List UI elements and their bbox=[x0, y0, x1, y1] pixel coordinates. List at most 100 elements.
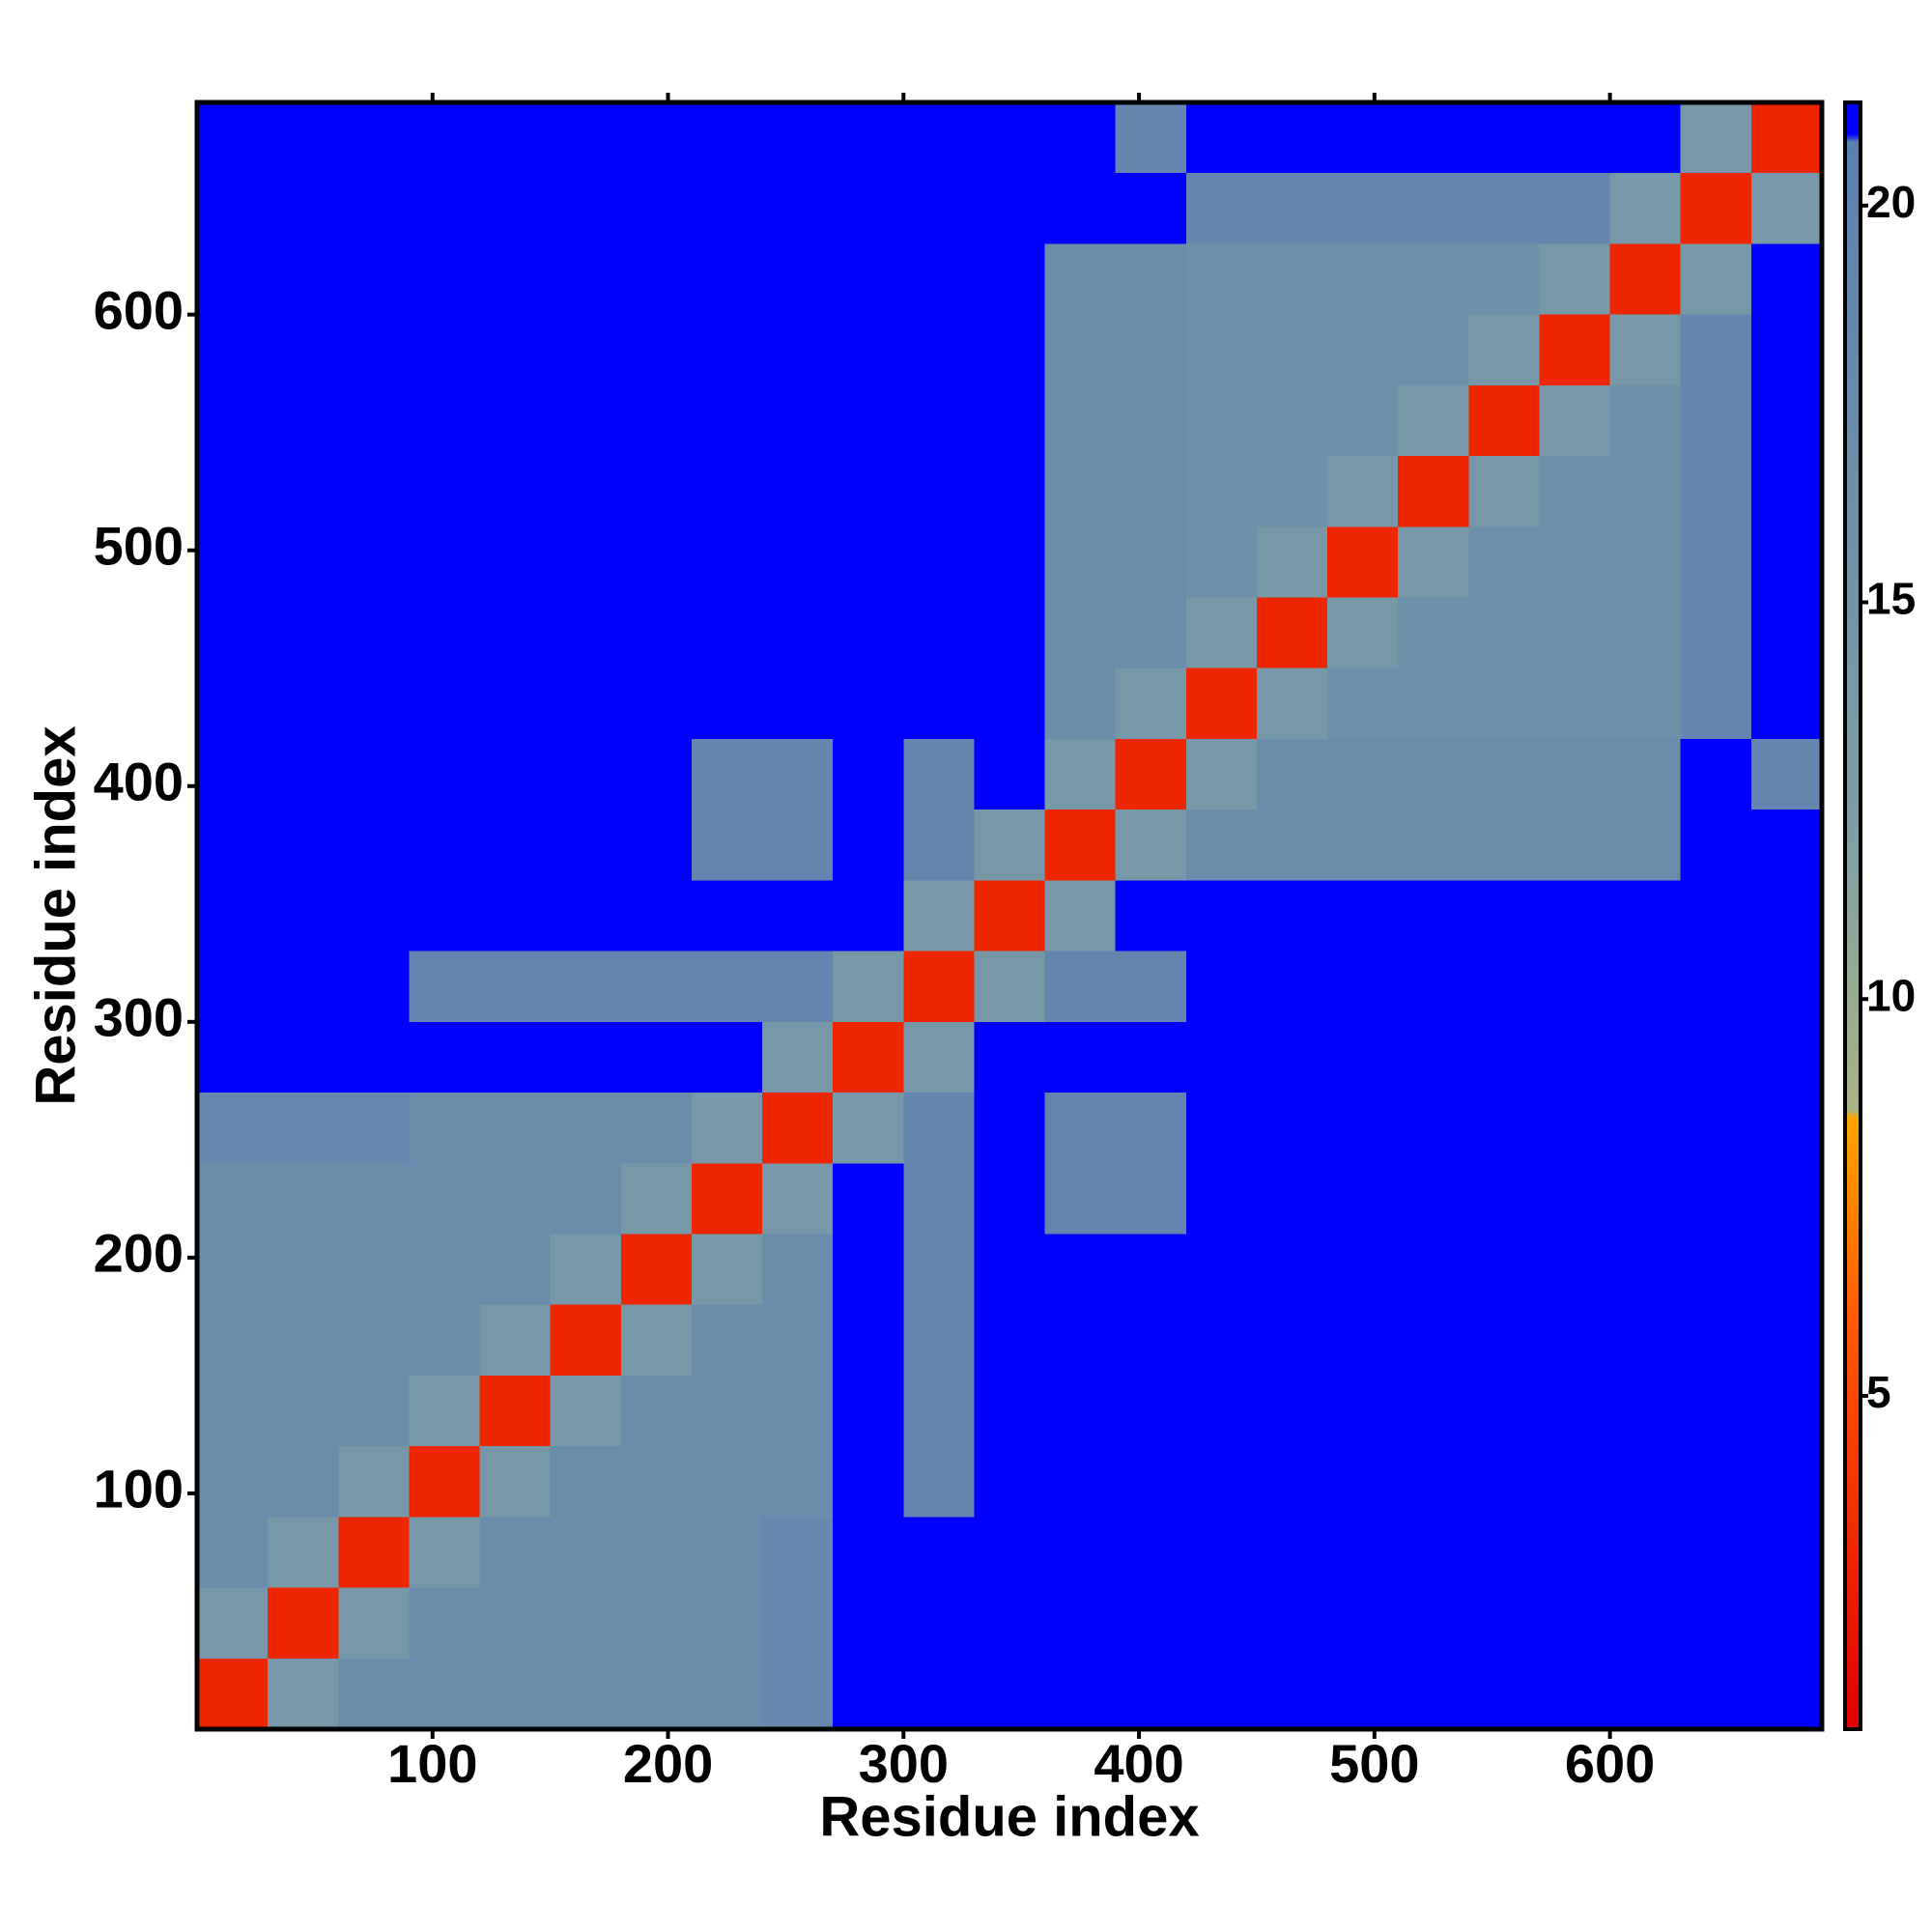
heatmap-cell bbox=[762, 1375, 834, 1447]
heatmap-cell bbox=[833, 1587, 904, 1659]
heatmap-cell bbox=[550, 1587, 621, 1659]
heatmap-cell bbox=[620, 1375, 692, 1447]
heatmap-cell bbox=[197, 1093, 269, 1164]
heatmap-cell bbox=[1398, 456, 1469, 527]
heatmap-cell bbox=[974, 1304, 1045, 1376]
heatmap-cell bbox=[1398, 880, 1469, 952]
heatmap-cell bbox=[550, 102, 621, 174]
heatmap-cell bbox=[833, 810, 904, 881]
heatmap-cell bbox=[1539, 456, 1610, 527]
heatmap-cell bbox=[1398, 1234, 1469, 1305]
heatmap-cell bbox=[620, 102, 692, 174]
heatmap-cell bbox=[1750, 880, 1822, 952]
heatmap-cell bbox=[903, 1658, 975, 1729]
heatmap-cell bbox=[1680, 738, 1751, 810]
heatmap-cell bbox=[479, 1517, 551, 1588]
heatmap-cell bbox=[1609, 173, 1681, 244]
heatmap-cell bbox=[268, 1093, 339, 1164]
heatmap-cell bbox=[1609, 102, 1681, 174]
heatmap-cell bbox=[479, 810, 551, 881]
heatmap-cell bbox=[974, 597, 1045, 668]
heatmap-cell bbox=[1680, 1446, 1751, 1518]
heatmap-cell bbox=[1398, 951, 1469, 1022]
heatmap-cell bbox=[197, 880, 269, 952]
heatmap-cell bbox=[1468, 738, 1540, 810]
heatmap-cell bbox=[1398, 1517, 1469, 1588]
heatmap-cell bbox=[197, 951, 269, 1022]
heatmap-cell bbox=[268, 173, 339, 244]
heatmap-cell bbox=[1539, 1375, 1610, 1447]
heatmap-cell bbox=[1609, 314, 1681, 385]
heatmap-cell bbox=[479, 1234, 551, 1305]
heatmap-cell bbox=[1680, 597, 1751, 668]
heatmap-cell bbox=[833, 102, 904, 174]
heatmap-cell bbox=[1750, 668, 1822, 739]
heatmap-cell bbox=[479, 384, 551, 457]
heatmap-cell bbox=[479, 456, 551, 527]
heatmap-cell bbox=[197, 384, 269, 457]
heatmap-cell bbox=[1185, 102, 1257, 174]
heatmap-cell bbox=[620, 384, 692, 457]
heatmap-cell bbox=[1750, 456, 1822, 527]
heatmap-cell bbox=[409, 1163, 480, 1235]
heatmap-cell bbox=[550, 456, 621, 527]
heatmap-cell bbox=[1539, 880, 1610, 952]
heatmap-cell bbox=[1468, 1234, 1540, 1305]
heatmap-cell bbox=[903, 738, 975, 810]
heatmap-cell bbox=[1680, 1658, 1751, 1729]
heatmap-cell bbox=[550, 951, 621, 1022]
heatmap-cell bbox=[1609, 1093, 1681, 1164]
heatmap-cell bbox=[1115, 384, 1186, 457]
heatmap-cell bbox=[1115, 738, 1186, 810]
heatmap-cell bbox=[1115, 1587, 1186, 1659]
heatmap-cell bbox=[1256, 880, 1328, 952]
heatmap-cell bbox=[479, 597, 551, 668]
heatmap-cell bbox=[691, 1234, 763, 1305]
heatmap-cell bbox=[550, 526, 621, 598]
heatmap-cell bbox=[762, 456, 834, 527]
heatmap-cell bbox=[1115, 456, 1186, 527]
heatmap-cell bbox=[1044, 173, 1116, 244]
heatmap-cell bbox=[1327, 384, 1399, 457]
heatmap-cell bbox=[1185, 1093, 1257, 1164]
heatmap-cell bbox=[903, 1093, 975, 1164]
heatmap-cell bbox=[1256, 1234, 1328, 1305]
heatmap-cell bbox=[1256, 102, 1328, 174]
y-tick-label: 200 bbox=[94, 1223, 184, 1284]
heatmap-cell bbox=[1609, 597, 1681, 668]
heatmap-cell bbox=[1256, 1163, 1328, 1235]
heatmap-cell bbox=[1185, 1234, 1257, 1305]
heatmap-cell bbox=[833, 668, 904, 739]
heatmap-cell bbox=[833, 384, 904, 457]
heatmap-cell bbox=[197, 1658, 269, 1729]
heatmap-cell bbox=[1680, 526, 1751, 598]
heatmap-cell bbox=[974, 668, 1045, 739]
heatmap-cell bbox=[1115, 1375, 1186, 1447]
heatmap-cell bbox=[1327, 1304, 1399, 1376]
y-tick-label: 500 bbox=[94, 516, 184, 577]
heatmap-cell bbox=[1468, 526, 1540, 598]
heatmap-cell bbox=[1468, 173, 1540, 244]
heatmap-cell bbox=[197, 597, 269, 668]
colorbar-tick-label: 15 bbox=[1866, 574, 1916, 624]
heatmap-cell bbox=[903, 597, 975, 668]
heatmap-cell bbox=[268, 668, 339, 739]
heatmap-cell bbox=[691, 1375, 763, 1447]
heatmap-cell bbox=[1327, 1446, 1399, 1518]
heatmap-cell bbox=[1750, 384, 1822, 457]
heatmap-cell bbox=[409, 668, 480, 739]
heatmap-cell bbox=[833, 1304, 904, 1376]
heatmap-cell bbox=[1327, 1021, 1399, 1094]
x-axis-title: Residue index bbox=[819, 1785, 1199, 1848]
heatmap-cell bbox=[1327, 526, 1399, 598]
heatmap-cell bbox=[903, 1304, 975, 1376]
heatmap-cell bbox=[903, 1234, 975, 1305]
heatmap-cell bbox=[1609, 1375, 1681, 1447]
heatmap-cell bbox=[1468, 810, 1540, 881]
heatmap-cell bbox=[833, 243, 904, 315]
heatmap-cell bbox=[1680, 1304, 1751, 1376]
heatmap-cell bbox=[1256, 384, 1328, 457]
x-tick-label: 200 bbox=[623, 1733, 713, 1794]
heatmap-cell bbox=[1256, 1021, 1328, 1094]
heatmap-cell bbox=[197, 1517, 269, 1588]
